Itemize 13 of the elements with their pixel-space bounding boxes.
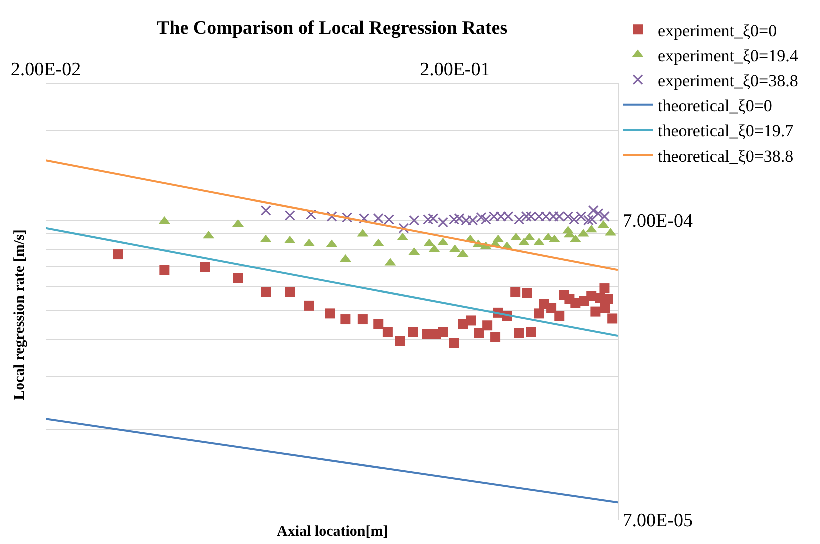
x-tick-label: 2.00E-01 bbox=[420, 59, 490, 80]
legend-label: theoretical_ξ0=38.8 bbox=[658, 146, 794, 166]
legend-label: experiment_ξ0=38.8 bbox=[658, 71, 798, 90]
x-tick-label: 2.00E-02 bbox=[10, 59, 82, 80]
x-axis-title: Axial location[m] bbox=[277, 524, 388, 540]
legend-label: experiment_ξ0=0 bbox=[658, 21, 778, 40]
y-tick-label: 7.00E-04 bbox=[622, 211, 694, 232]
chart-title: The Comparison of Local Regression Rates bbox=[157, 18, 508, 39]
legend-label: theoretical_ξ0=19.7 bbox=[658, 122, 794, 141]
y-tick-label: 7.00E-05 bbox=[622, 510, 693, 532]
y-axis-title: Local regression rate [m/s] bbox=[12, 230, 28, 400]
legend-label: theoretical_ξ0=0 bbox=[658, 96, 772, 116]
legend-label: experiment_ξ0=19.4 bbox=[658, 46, 799, 66]
